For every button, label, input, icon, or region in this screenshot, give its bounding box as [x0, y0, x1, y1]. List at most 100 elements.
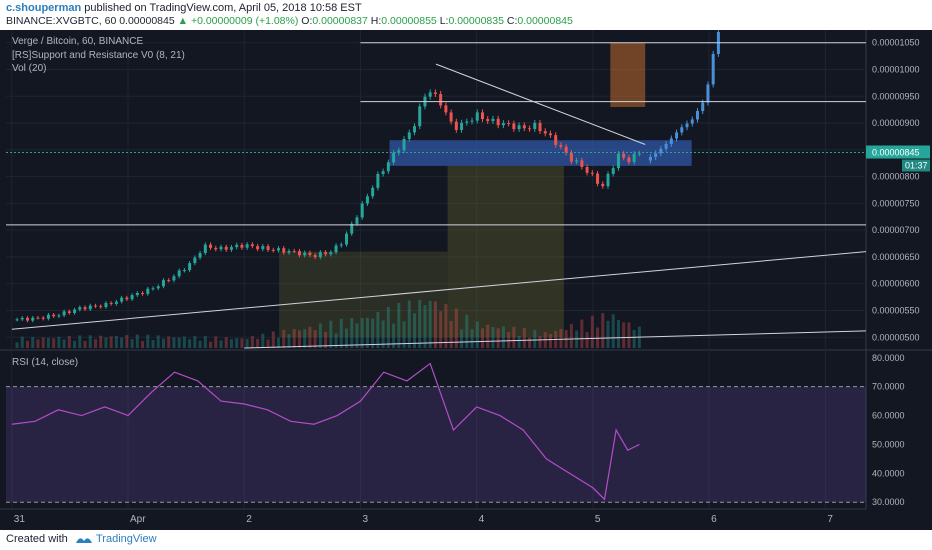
candle [376, 174, 380, 188]
candle [188, 263, 192, 271]
volume-bar [528, 337, 532, 348]
volume-bar [83, 340, 87, 348]
volume-bar [428, 300, 432, 348]
volume-bar [360, 318, 364, 348]
volume-bar [277, 337, 281, 348]
candle [256, 246, 260, 250]
candle [480, 112, 484, 120]
rsi-tick-label: 40.0000 [872, 468, 905, 478]
candle [528, 128, 532, 130]
volume-bar [439, 311, 443, 348]
volume-bar [371, 318, 375, 348]
volume-bar [15, 342, 19, 348]
candle [433, 92, 437, 94]
candle [198, 253, 202, 258]
tradingview-brand[interactable]: TradingView [96, 533, 157, 545]
price-tick-label: 0.00000600 [872, 279, 920, 289]
volume-bar [313, 330, 317, 348]
candle [73, 309, 77, 313]
candle [486, 119, 490, 122]
author-link[interactable]: c.shouperman [6, 2, 82, 14]
volume-bar [256, 338, 260, 348]
candle [512, 123, 516, 130]
volume-bar [46, 337, 50, 348]
volume-bar [627, 322, 631, 348]
price-tick-label: 0.00000750 [872, 198, 920, 208]
chart-area[interactable]: 0.00001050 0.00001000 0.00000950 0.00000900… [0, 29, 932, 530]
candle [439, 93, 443, 106]
volume-bar [219, 340, 223, 348]
candle [308, 252, 312, 256]
volume-bar [334, 333, 338, 348]
volume-bar [172, 337, 176, 348]
volume-bar [287, 334, 291, 348]
rsi-tick-label: 60.0000 [872, 411, 905, 421]
candle [507, 123, 511, 125]
volume-bar [67, 335, 71, 348]
forecast-candle [701, 102, 705, 111]
candle [282, 248, 286, 253]
candle [20, 317, 24, 320]
forecast-candle [675, 132, 679, 139]
volume-bar [423, 305, 427, 348]
candle [413, 126, 416, 133]
volume-bar [433, 301, 437, 348]
chart-svg[interactable]: 0.00001050 0.00001000 0.00000950 0.00000900… [0, 29, 932, 530]
candle [365, 196, 369, 204]
candle [454, 121, 458, 130]
volume-bar [386, 306, 390, 348]
forecast-candle [695, 111, 699, 120]
volume-bar [36, 339, 40, 348]
candle [360, 203, 364, 218]
candle [277, 248, 281, 251]
volume-bar [339, 318, 343, 348]
price-tick-label: 0.00000800 [872, 172, 920, 182]
volume-bar [229, 339, 233, 348]
candle [601, 183, 605, 187]
forecast-candle [690, 119, 694, 124]
volume-bar [413, 313, 416, 348]
candle [538, 122, 542, 132]
volume-bar [135, 334, 139, 348]
high-value: 0.00000855 [381, 15, 437, 27]
time-tick-label: 3 [362, 514, 368, 525]
volume-bar [41, 337, 45, 348]
candle [496, 118, 500, 126]
volume-bar [449, 320, 453, 348]
indicator-legend: [RS]Support and Resistance V0 (8, 21) [12, 50, 185, 61]
volume-bar [209, 341, 213, 348]
candle [313, 255, 317, 258]
volume-bar [62, 339, 66, 348]
volume-bar [78, 335, 82, 348]
volume-bar [141, 341, 145, 348]
candle [52, 314, 56, 317]
volume-bar [235, 338, 239, 348]
candle [569, 152, 573, 162]
candle [444, 105, 448, 113]
candle [533, 122, 537, 129]
candle [235, 244, 239, 248]
candle [522, 125, 526, 129]
candle [156, 286, 160, 289]
candle [345, 233, 349, 245]
volume-bar [454, 308, 458, 348]
rsi-tick-label: 70.0000 [872, 382, 905, 392]
publish-line: c.shouperman published on TradingView.co… [6, 2, 362, 14]
candle [266, 246, 270, 250]
forecast-candle [706, 84, 710, 103]
volume-bar [88, 335, 92, 348]
time-tick-label: 31 [14, 514, 26, 525]
candle [475, 112, 479, 121]
volume-bar [303, 329, 307, 348]
volume-bar [156, 335, 160, 348]
volume-bar [245, 338, 249, 348]
time-axis-bg [0, 509, 932, 530]
time-tick-label: 4 [479, 514, 485, 525]
candle [418, 106, 422, 127]
candle [177, 270, 181, 277]
forecast-candle [711, 53, 715, 85]
price-tick-label: 0.00000700 [872, 225, 920, 235]
candle [104, 302, 108, 308]
volume-bar [601, 313, 605, 348]
volume-bar [611, 314, 615, 348]
